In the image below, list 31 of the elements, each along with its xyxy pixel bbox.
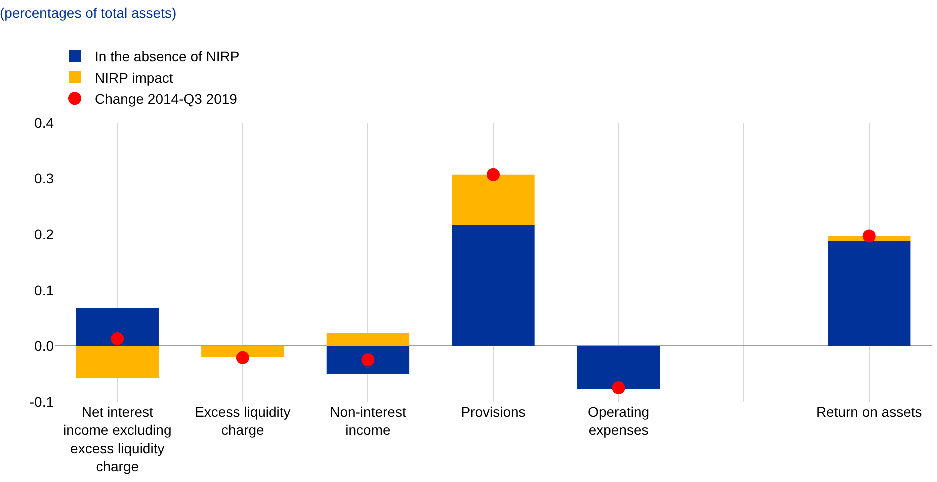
- point: [487, 168, 500, 182]
- point: [111, 332, 124, 346]
- bar: [326, 333, 410, 346]
- y-tick-label: -0.1: [30, 394, 54, 410]
- point: [612, 382, 626, 395]
- y-tick-label: 0.2: [34, 226, 54, 242]
- x-tick-label: Return on assets: [816, 404, 922, 420]
- y-tick-label: 0.3: [34, 170, 54, 187]
- x-tick-label: Operating expenses: [588, 404, 650, 438]
- point: [862, 230, 876, 243]
- bar: [452, 174, 535, 226]
- x-tick-label: Non-interest income: [330, 404, 406, 438]
- point: [362, 354, 375, 367]
- x-tick-label: Net interest income excluding excess liquidity charge: [64, 404, 172, 475]
- bar: [828, 241, 911, 346]
- point: [236, 351, 250, 364]
- y-tick-label: 0.4: [34, 114, 54, 131]
- bar: [452, 225, 535, 346]
- bar: [76, 308, 159, 346]
- bar: [76, 346, 159, 378]
- legend-label: In the absence of NIRP: [95, 48, 240, 65]
- bar: [326, 346, 410, 374]
- y-tick-label: 0.0: [34, 338, 54, 354]
- bar: [202, 346, 284, 358]
- bar: [577, 346, 660, 390]
- x-tick-label: Excess liquidity charge: [195, 404, 291, 438]
- legend-label: Change 2014-Q3 2019: [95, 91, 238, 108]
- y-tick-label: 0.1: [34, 282, 54, 298]
- chart-subtitle: (percentages of total assets): [0, 5, 177, 21]
- x-tick-label: Provisions: [461, 404, 526, 420]
- legend-label: NIRP impact: [95, 70, 174, 86]
